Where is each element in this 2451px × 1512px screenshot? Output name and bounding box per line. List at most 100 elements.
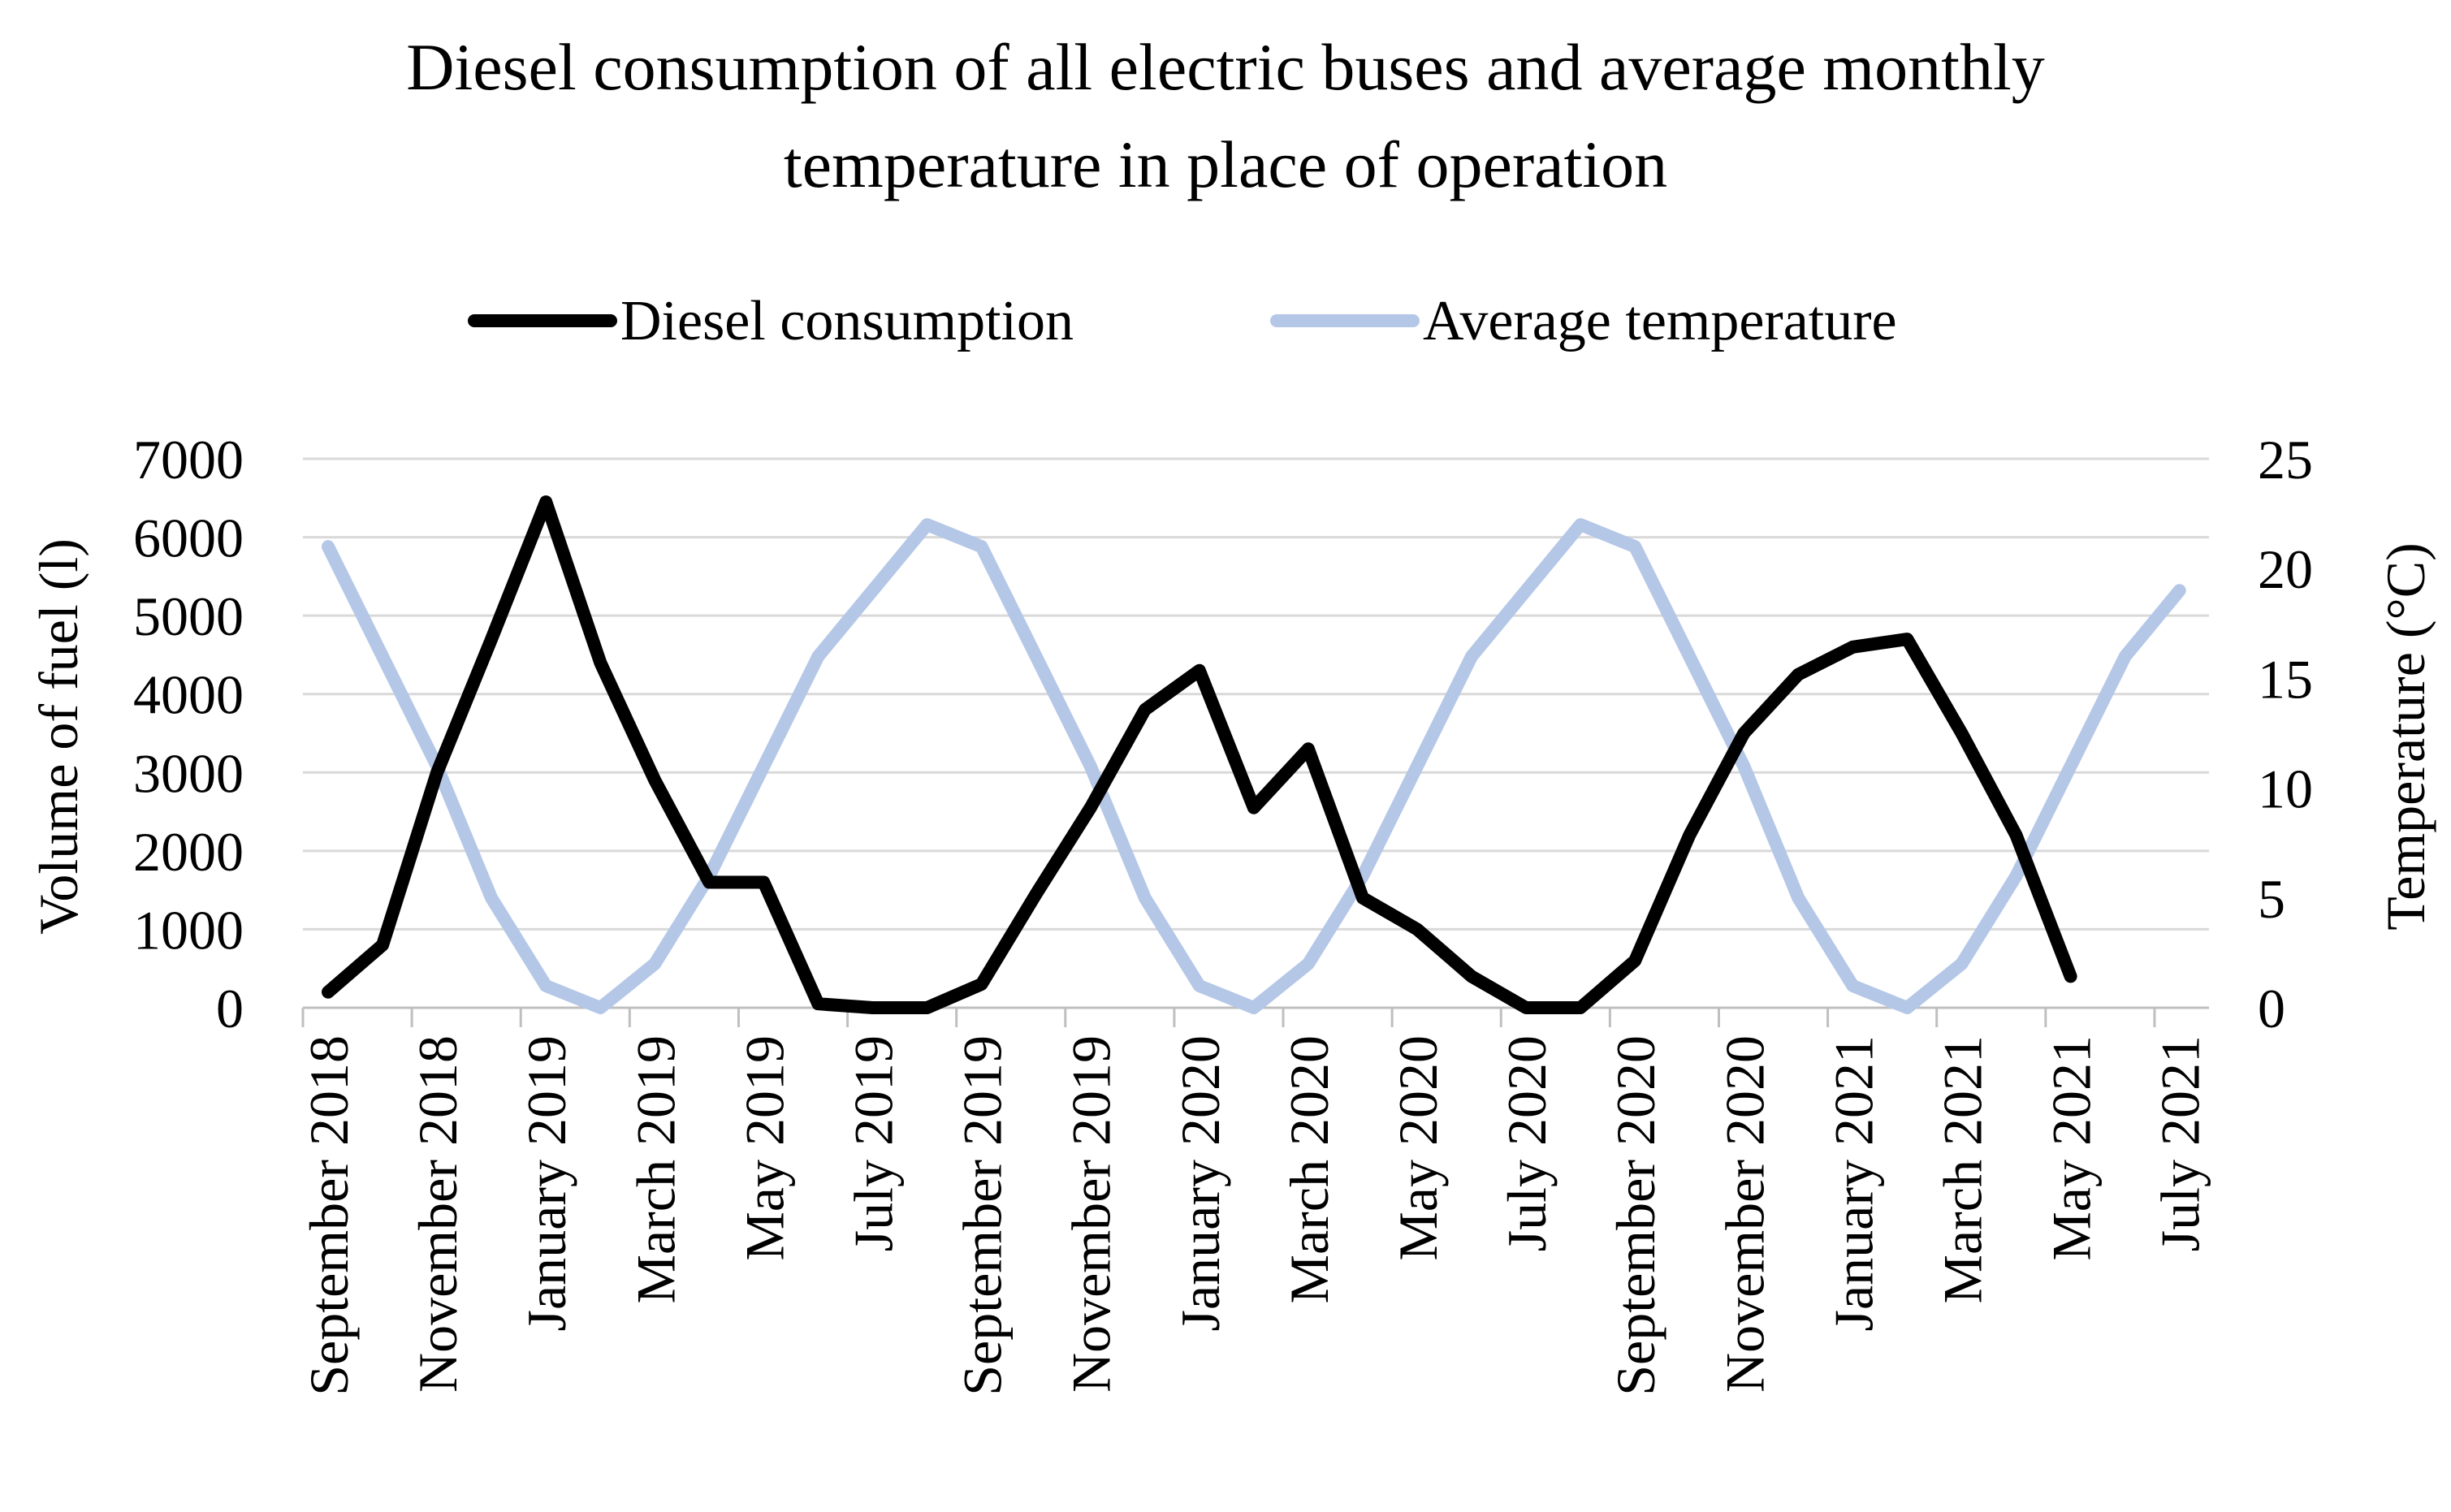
y-left-tick-3000: 3000	[133, 742, 244, 804]
temperature-point-15	[1144, 897, 1146, 899]
diesel-point-15	[1144, 709, 1146, 711]
x-tick-label: May 2019	[733, 1035, 795, 1261]
x-tick-label: March 2020	[1278, 1035, 1340, 1303]
x-tick-label: July 2019	[843, 1035, 905, 1251]
x-tick-label: March 2019	[625, 1035, 686, 1303]
diesel-point-20	[1416, 928, 1418, 930]
chart-title-line-1: Diesel consumption of all electric buses…	[406, 30, 2045, 104]
temperature-point-30	[1961, 963, 1963, 965]
y-axis-left-title: Volume of fuel (l)	[28, 538, 89, 935]
temperature-point-8	[763, 766, 764, 767]
diesel-point-29	[1906, 638, 1908, 640]
diesel-point-1	[382, 944, 383, 946]
y-axis-right-title: Temperature (°C)	[2375, 542, 2436, 930]
temperature-point-0	[327, 546, 329, 547]
temperature-point-25	[1688, 655, 1690, 657]
diesel-point-25	[1688, 835, 1690, 836]
x-tick-label: November 2020	[1714, 1035, 1775, 1393]
y-left-tick-6000: 6000	[133, 508, 244, 569]
diesel-point-2	[436, 771, 438, 773]
temperature-point-5	[599, 1007, 601, 1009]
x-tick-label: November 2019	[1061, 1035, 1122, 1393]
x-tick-label: May 2021	[2041, 1035, 2103, 1261]
y-right-tick-10: 10	[2258, 758, 2313, 820]
diesel-point-14	[1090, 807, 1091, 809]
diesel-point-28	[1852, 646, 1853, 648]
diesel-point-16	[1199, 670, 1200, 672]
temperature-point-6	[654, 963, 655, 965]
temperature-point-22	[1525, 590, 1527, 591]
temperature-point-1	[382, 655, 383, 657]
legend: Diesel consumption Average temperature	[468, 290, 1897, 352]
diesel-point-0	[327, 991, 329, 993]
legend-label-temperature: Average temperature	[1423, 290, 1897, 352]
y-left-tick-4000: 4000	[133, 664, 244, 726]
temperature-point-23	[1580, 524, 1581, 525]
diesel-point-21	[1471, 975, 1472, 977]
temperature-point-12	[981, 546, 983, 547]
y-axis-left-tick-labels: 0 1000 2000 3000 4000 5000 6000 7000	[133, 429, 244, 1039]
temperature-point-32	[2070, 766, 2072, 767]
series-average-temperature	[322, 518, 2186, 1014]
diesel-point-26	[1743, 732, 1744, 734]
chart-title: Diesel consumption of all electric buses…	[406, 30, 2045, 201]
y-right-tick-20: 20	[2258, 538, 2313, 600]
diesel-point-10	[872, 1007, 874, 1009]
x-tick-label: January 2020	[1169, 1035, 1231, 1331]
diesel-point-8	[763, 881, 764, 883]
y-right-tick-0: 0	[2258, 978, 2285, 1039]
temperature-point-14	[1090, 766, 1091, 767]
temperature-line	[322, 518, 2186, 1014]
temperature-point-29	[1906, 1007, 1908, 1009]
diesel-point-9	[817, 1003, 819, 1004]
temperature-point-13	[1035, 655, 1037, 657]
diesel-point-22	[1525, 1007, 1527, 1009]
x-tick-label: January 2019	[516, 1035, 577, 1331]
temperature-point-26	[1743, 766, 1744, 767]
diesel-point-12	[981, 983, 983, 985]
temperature-point-18	[1308, 963, 1309, 965]
y-left-tick-5000: 5000	[133, 585, 244, 647]
y-right-tick-15: 15	[2258, 648, 2313, 710]
diesel-point-3	[491, 638, 492, 640]
temperature-point-21	[1471, 655, 1472, 657]
x-tick-label: September 2018	[298, 1035, 360, 1396]
x-tick-label: March 2021	[1932, 1035, 1994, 1303]
legend-label-diesel: Diesel consumption	[620, 290, 1074, 352]
diesel-point-18	[1308, 748, 1309, 750]
temperature-point-20	[1416, 766, 1418, 767]
chart-title-line-2: temperature in place of operation	[784, 127, 1667, 201]
diesel-point-32	[2070, 975, 2072, 977]
temperature-point-24	[1634, 546, 1636, 547]
x-tick-label: November 2018	[407, 1035, 469, 1393]
temperature-point-34	[2179, 590, 2181, 591]
diesel-point-11	[927, 1007, 928, 1009]
x-axis-tick-labels: September 2018 November 2018 January 2019 M…	[298, 1035, 2211, 1396]
temperature-point-33	[2125, 655, 2126, 657]
y-left-tick-2000: 2000	[133, 821, 244, 883]
temperature-point-16	[1199, 985, 1200, 987]
diesel-point-6	[654, 780, 655, 781]
temperature-point-4	[545, 985, 547, 987]
temperature-point-11	[927, 524, 928, 525]
x-tick-label: September 2020	[1605, 1035, 1666, 1396]
diesel-point-4	[545, 501, 547, 503]
temperature-point-9	[817, 655, 819, 657]
temperature-point-3	[491, 897, 492, 899]
series-diesel-consumption	[322, 495, 2077, 1014]
diesel-point-17	[1253, 807, 1255, 809]
temperature-point-27	[1797, 897, 1799, 899]
y-right-tick-5: 5	[2258, 868, 2285, 930]
diesel-point-19	[1362, 897, 1364, 899]
diesel-point-7	[708, 881, 710, 883]
y-left-tick-0: 0	[216, 978, 244, 1039]
diesel-point-27	[1797, 674, 1799, 676]
y-left-tick-7000: 7000	[133, 429, 244, 490]
diesel-point-30	[1961, 732, 1963, 734]
temperature-point-19	[1362, 875, 1364, 877]
x-tick-label: May 2020	[1387, 1035, 1449, 1261]
x-tick-label: July 2021	[2150, 1035, 2211, 1251]
diesel-point-23	[1580, 1007, 1581, 1009]
